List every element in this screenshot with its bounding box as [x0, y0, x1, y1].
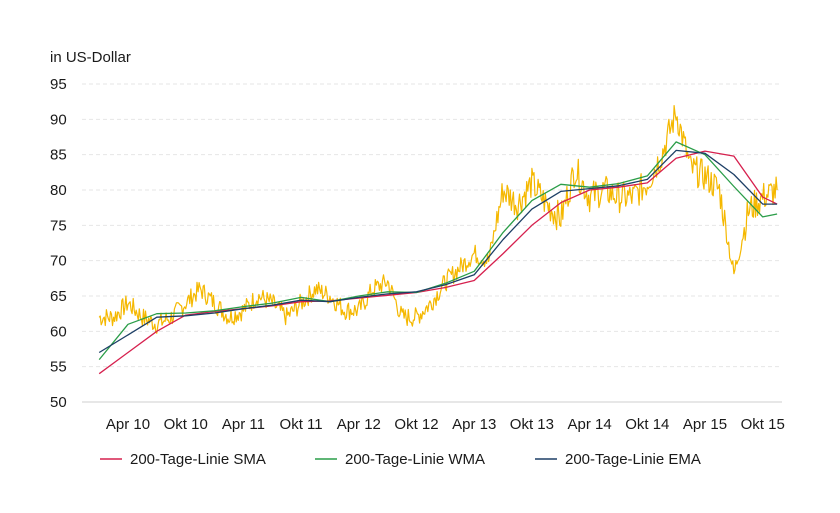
legend: 200-Tage-Linie SMA 200-Tage-Linie WMA 200-…	[100, 451, 701, 468]
legend-label: 200-Tage-Linie SMA	[130, 451, 266, 468]
gridlines	[82, 83, 782, 403]
y-tick-label: 90	[50, 111, 67, 128]
y-tick-label: 50	[50, 394, 67, 411]
x-axis-tick-labels: Apr 10 Okt 10 Apr 11 Okt 11 Apr 12 Okt 12 Apr …	[106, 416, 785, 433]
x-tick-label: Okt 15	[741, 416, 785, 433]
y-tick-label: 70	[50, 253, 67, 270]
x-tick-label: Okt 14	[625, 416, 669, 433]
y-axis-tick-labels: 50 55 60 65 70 75 80 85 90 95	[50, 76, 67, 411]
y-tick-label: 55	[50, 359, 67, 376]
x-tick-label: Okt 12	[394, 416, 438, 433]
series-line	[98, 149, 778, 354]
series-line-price	[98, 105, 778, 334]
series-line	[98, 150, 778, 375]
data-series	[98, 105, 778, 375]
y-tick-label: 95	[50, 76, 67, 93]
y-tick-label: 75	[50, 217, 67, 234]
y-tick-label: 80	[50, 182, 67, 199]
x-tick-label: Okt 10	[164, 416, 208, 433]
x-tick-label: Apr 10	[106, 416, 150, 433]
legend-label: 200-Tage-Linie EMA	[565, 451, 701, 468]
y-axis-unit-label: in US-Dollar	[50, 49, 131, 66]
legend-label: 200-Tage-Linie WMA	[345, 451, 485, 468]
x-tick-label: Apr 14	[567, 416, 611, 433]
y-tick-label: 85	[50, 147, 67, 164]
x-tick-label: Apr 12	[337, 416, 381, 433]
y-tick-label: 65	[50, 288, 67, 305]
x-tick-label: Apr 15	[683, 416, 727, 433]
series-line	[98, 141, 778, 361]
x-tick-label: Apr 11	[222, 416, 265, 433]
x-tick-label: Apr 13	[452, 416, 496, 433]
x-tick-label: Okt 11	[280, 416, 323, 433]
x-tick-label: Okt 13	[510, 416, 554, 433]
y-tick-label: 60	[50, 323, 67, 340]
